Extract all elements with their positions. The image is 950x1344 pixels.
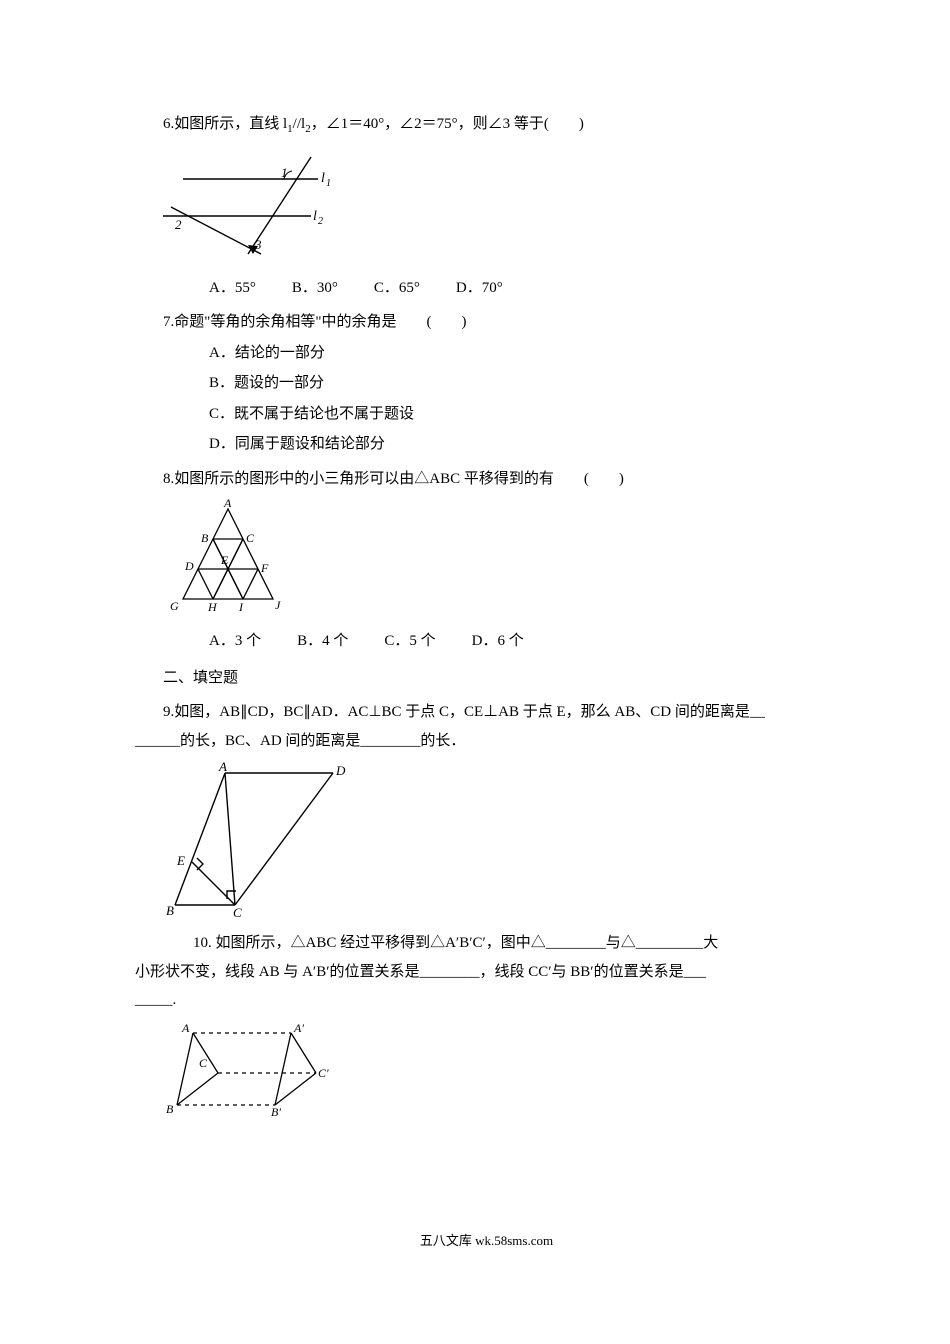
q6-angle3-label: 3 xyxy=(254,237,262,252)
svg-text:C: C xyxy=(246,531,255,545)
svg-text:A: A xyxy=(218,759,227,774)
q10-line3: _____. xyxy=(135,986,810,1015)
svg-text:1: 1 xyxy=(326,178,331,189)
q10-svg: A A′ B B′ C C′ xyxy=(163,1019,353,1119)
q6-angle1-label: 1 xyxy=(281,165,288,180)
svg-text:D: D xyxy=(335,763,346,778)
svg-text:I: I xyxy=(238,600,244,614)
q8-opt-c: C．5 个 xyxy=(384,627,435,656)
svg-text:B: B xyxy=(201,531,209,545)
q7-opt-a: A．结论的一部分 xyxy=(209,339,810,368)
q9-line2: ______的长，BC、AD 间的距离是________的长． xyxy=(135,727,810,756)
q8-opt-b: B．4 个 xyxy=(297,627,348,656)
q6-l1-label: l xyxy=(321,171,325,186)
q6-t3: ，∠1＝40°，∠2＝75°，则∠3 等于( ) xyxy=(311,116,584,132)
svg-text:D: D xyxy=(184,559,194,573)
q7-options: A．结论的一部分 B．题设的一部分 C．既不属于结论也不属于题设 D．同属于题设… xyxy=(163,339,810,459)
q7-opt-d: D．同属于题设和结论部分 xyxy=(209,430,810,459)
q7-opt-c: C．既不属于结论也不属于题设 xyxy=(209,400,810,429)
q6-diagram: 1 2 3 l 1 l 2 xyxy=(163,144,810,264)
q10-diagram: A A′ B B′ C C′ xyxy=(163,1019,810,1119)
svg-text:F: F xyxy=(260,561,269,575)
q6-opt-a: A．55° xyxy=(209,274,256,303)
svg-text:C: C xyxy=(233,905,242,919)
q6-l2-label: l xyxy=(313,209,317,224)
q8-options: A．3 个 B．4 个 C．5 个 D．6 个 xyxy=(163,627,810,656)
svg-text:A′: A′ xyxy=(293,1021,304,1035)
q8-opt-d: D．6 个 xyxy=(472,627,524,656)
q9-diagram: A D B C E xyxy=(163,759,810,919)
q8-opt-a: A．3 个 xyxy=(209,627,261,656)
q6-opt-c: C．65° xyxy=(374,274,420,303)
q7-text: 7.命题"等角的余角相等"中的余角是 ( ) xyxy=(163,308,810,337)
q6-opt-d: D．70° xyxy=(456,274,503,303)
q6-opt-b: B．30° xyxy=(292,274,338,303)
question-6: 6.如图所示，直线 l1//l2，∠1＝40°，∠2＝75°，则∠3 等于( )… xyxy=(163,110,810,302)
q9-line1: 9.如图，AB∥CD，BC∥AD．AC⊥BC 于点 C，CE⊥AB 于点 E，那… xyxy=(163,698,810,727)
q6-text: 6.如图所示，直线 l1//l2，∠1＝40°，∠2＝75°，则∠3 等于( ) xyxy=(163,110,810,140)
question-10: 10. 如图所示，△ABC 经过平移得到△A′B′C′，图中△________与… xyxy=(163,929,810,1119)
question-7: 7.命题"等角的余角相等"中的余角是 ( ) A．结论的一部分 B．题设的一部分… xyxy=(163,308,810,459)
q6-t1: 6.如图所示，直线 l xyxy=(163,116,287,132)
q8-text: 8.如图所示的图形中的小三角形可以由△ABC 平移得到的有 ( ) xyxy=(163,465,810,494)
q6-angle2-label: 2 xyxy=(175,217,182,232)
svg-text:C′: C′ xyxy=(318,1066,329,1080)
svg-text:J: J xyxy=(275,598,281,612)
q6-options: A．55° B．30° C．65° D．70° xyxy=(163,274,810,303)
q6-svg: 1 2 3 l 1 l 2 xyxy=(163,144,343,264)
svg-text:B: B xyxy=(166,903,174,918)
page-footer: 五八文库 wk.58sms.com xyxy=(163,1229,810,1254)
section-2-heading: 二、填空题 xyxy=(163,664,810,693)
svg-text:H: H xyxy=(207,600,218,614)
question-9: 9.如图，AB∥CD，BC∥AD．AC⊥BC 于点 C，CE⊥AB 于点 E，那… xyxy=(163,698,810,919)
svg-text:E: E xyxy=(220,553,229,567)
svg-text:A: A xyxy=(223,497,232,510)
q6-t2: //l xyxy=(293,116,306,132)
svg-text:E: E xyxy=(176,853,185,868)
q10-line1: 10. 如图所示，△ABC 经过平移得到△A′B′C′，图中△________与… xyxy=(163,929,810,958)
svg-text:C: C xyxy=(199,1056,208,1070)
q8-diagram: A B C D E F G H I J xyxy=(163,497,810,617)
svg-text:2: 2 xyxy=(318,216,323,227)
svg-text:G: G xyxy=(170,599,179,613)
q7-opt-b: B．题设的一部分 xyxy=(209,369,810,398)
question-8: 8.如图所示的图形中的小三角形可以由△ABC 平移得到的有 ( ) xyxy=(163,465,810,656)
svg-text:B′: B′ xyxy=(271,1105,281,1119)
svg-text:A: A xyxy=(181,1021,190,1035)
q9-svg: A D B C E xyxy=(163,759,353,919)
q10-line2: 小形状不变，线段 AB 与 A′B′的位置关系是________，线段 CC′与… xyxy=(135,958,810,987)
q8-svg: A B C D E F G H I J xyxy=(163,497,303,617)
svg-text:B: B xyxy=(166,1102,174,1116)
